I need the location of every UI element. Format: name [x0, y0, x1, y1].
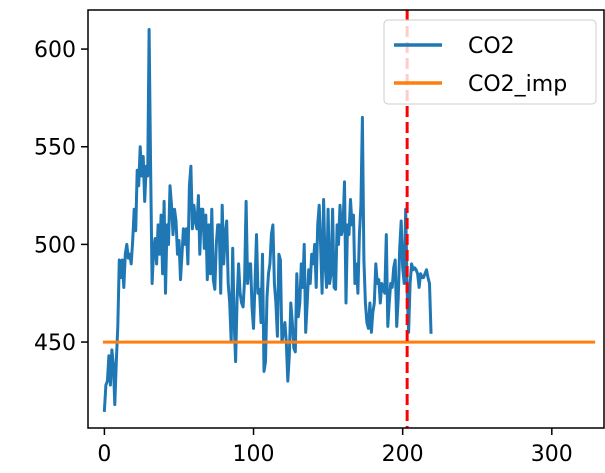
- series-line-co2: [102, 28, 433, 412]
- y-tick-label: 500: [34, 233, 76, 258]
- axes: 0 100 200 300 450 500 550 600: [34, 9, 605, 467]
- x-tick-label: 0: [97, 442, 111, 467]
- legend-label-co2: CO2: [468, 34, 515, 59]
- x-tick-label: 200: [382, 442, 424, 467]
- x-tick-label: 300: [531, 442, 573, 467]
- x-tick-label: 100: [233, 442, 275, 467]
- y-tick-label: 450: [34, 331, 76, 356]
- y-tick-label: 600: [34, 38, 76, 63]
- legend-label-co2-imp: CO2_imp: [468, 72, 567, 97]
- axes-frame: [87, 9, 605, 429]
- legend: CO2 CO2_imp: [383, 19, 597, 105]
- y-tick-label: 550: [34, 136, 76, 161]
